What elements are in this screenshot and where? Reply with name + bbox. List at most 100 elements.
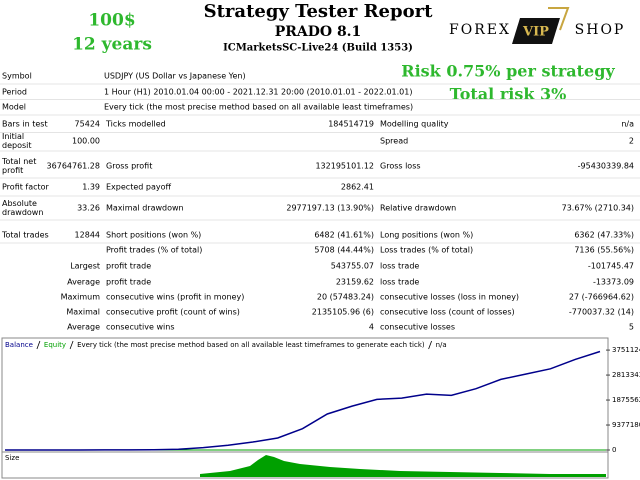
- stat-value: 2: [629, 137, 634, 146]
- stat-value: 75424: [75, 120, 100, 129]
- logo-right: SHOP: [575, 22, 626, 38]
- stat-value: -770037.32 (14): [569, 308, 634, 317]
- stat-label: drawdown: [2, 208, 43, 217]
- legend-item: n/a: [436, 341, 447, 349]
- stat-label: profit trade: [106, 278, 151, 287]
- legend-item: Equity: [44, 341, 66, 349]
- chart-frame: [1, 337, 609, 453]
- stat-value: n/a: [621, 120, 634, 129]
- balance-line: [5, 350, 601, 451]
- stat-value: -95430339.84: [578, 162, 634, 171]
- info-value: USDJPY (US Dollar vs Japanese Yen): [104, 72, 246, 81]
- info-label: Model: [2, 103, 26, 112]
- legend-item: Balance: [5, 341, 33, 349]
- stat-label: consecutive wins (profit in money): [106, 293, 244, 302]
- stat-value: 1.39: [82, 183, 100, 192]
- stat-value: 12844: [75, 231, 100, 240]
- stat-label: consecutive losses: [380, 323, 455, 332]
- stat-label: loss trade: [380, 278, 419, 287]
- stat-group: Maximal: [66, 308, 100, 317]
- stat-label: Gross loss: [380, 162, 421, 171]
- stat-value: 184514719: [328, 120, 374, 129]
- stat-label: consecutive loss (count of losses): [380, 308, 515, 317]
- size-label: Size: [5, 454, 19, 462]
- stat-value: 5708 (44.44%): [314, 246, 374, 255]
- stat-value: 27 (-766964.62): [569, 293, 634, 302]
- stat-group: Maximum: [61, 293, 101, 302]
- stat-value: 543755.07: [331, 262, 374, 271]
- stat-value: 5: [629, 323, 634, 332]
- y-tick-label: 9377180: [612, 421, 640, 429]
- stat-value: 20 (57483.24): [317, 293, 374, 302]
- stat-label: loss trade: [380, 262, 419, 271]
- stat-value: 4: [369, 323, 374, 332]
- stat-label: Spread: [380, 137, 408, 146]
- y-tick-label: 18755620: [612, 396, 640, 404]
- server-name: ICMarketsSC-Live24 (Build 1353): [223, 43, 413, 54]
- stat-label: Relative drawdown: [380, 204, 456, 213]
- stat-label: Gross profit: [106, 162, 152, 171]
- stat-group: Average: [67, 323, 100, 332]
- info-value: Every tick (the most precise method base…: [104, 103, 413, 112]
- stat-label: Profit factor: [2, 183, 50, 192]
- logo-badge: VIP: [522, 25, 549, 40]
- stat-value: 2977197.13 (13.90%): [286, 204, 374, 213]
- info-label: Period: [2, 88, 27, 97]
- stat-label: profit: [2, 166, 23, 175]
- stat-label: Absolute: [2, 199, 37, 208]
- total-risk-note: Total risk 3%: [450, 85, 567, 104]
- stat-label: consecutive wins: [106, 323, 174, 332]
- stat-group: Average: [67, 278, 100, 287]
- info-value: 1 Hour (H1) 2010.01.04 00:00 - 2021.12.3…: [104, 88, 412, 97]
- stat-label: deposit: [2, 141, 32, 150]
- stat-label: profit trade: [106, 262, 151, 271]
- logo-accent: [548, 7, 570, 31]
- legend-separator: [69, 340, 74, 350]
- y-tick-label: 37511240: [612, 346, 640, 354]
- stat-value: 2862.41: [341, 183, 374, 192]
- logo-left: FOREX: [449, 22, 511, 38]
- deposit-note: 100$: [88, 11, 135, 31]
- stat-label: Total net: [1, 157, 36, 166]
- size-bars: [200, 455, 606, 477]
- stat-label: Ticks modelled: [105, 120, 166, 129]
- stat-value: 33.26: [77, 204, 100, 213]
- stat-label: Bars in test: [2, 120, 48, 129]
- stat-label: Modelling quality: [380, 120, 449, 129]
- stat-label: Loss trades (% of total): [380, 246, 473, 255]
- stat-value: 7136 (55.56%): [574, 246, 634, 255]
- years-note: 12 years: [72, 35, 152, 55]
- stat-label: consecutive losses (loss in money): [380, 293, 519, 302]
- stat-value: 6362 (47.33%): [574, 231, 634, 240]
- stat-value: 73.67% (2710.34): [562, 204, 634, 213]
- stat-label: Long positions (won %): [380, 231, 473, 240]
- stat-value: -101745.47: [588, 262, 634, 271]
- risk-note: Risk 0.75% per strategy: [401, 62, 615, 81]
- stat-label: Short positions (won %): [106, 231, 201, 240]
- stat-value: 23159.62: [336, 278, 374, 287]
- stat-label: Expected payoff: [106, 183, 171, 192]
- stat-value: 6482 (41.61%): [314, 231, 374, 240]
- stat-label: Total trades: [1, 231, 49, 240]
- logo: FOREX VIP SHOP: [449, 7, 626, 44]
- legend-separator: [36, 340, 41, 350]
- stat-value: -13373.09: [593, 278, 634, 287]
- legend-item: Every tick (the most precise method base…: [77, 341, 425, 349]
- legend-separator: [428, 340, 432, 350]
- stat-label: consecutive profit (count of wins): [106, 308, 240, 317]
- report-subtitle: PRADO 8.1: [275, 24, 362, 40]
- info-label: Symbol: [2, 72, 32, 81]
- stat-value: 2135105.96 (6): [312, 308, 374, 317]
- stat-value: 132195101.12: [315, 162, 374, 171]
- stat-label: Initial: [2, 132, 24, 141]
- stat-label: Maximal drawdown: [106, 204, 184, 213]
- y-tick-label: 0: [612, 446, 616, 454]
- stat-value: 100.00: [72, 137, 100, 146]
- stat-group: Largest: [70, 262, 100, 271]
- stat-label: Profit trades (% of total): [106, 246, 202, 255]
- report-title: Strategy Tester Report: [204, 1, 433, 22]
- logo-badge-bg: [512, 18, 560, 44]
- y-tick-label: 28133430: [612, 371, 640, 379]
- stat-value: 36764761.28: [47, 162, 100, 171]
